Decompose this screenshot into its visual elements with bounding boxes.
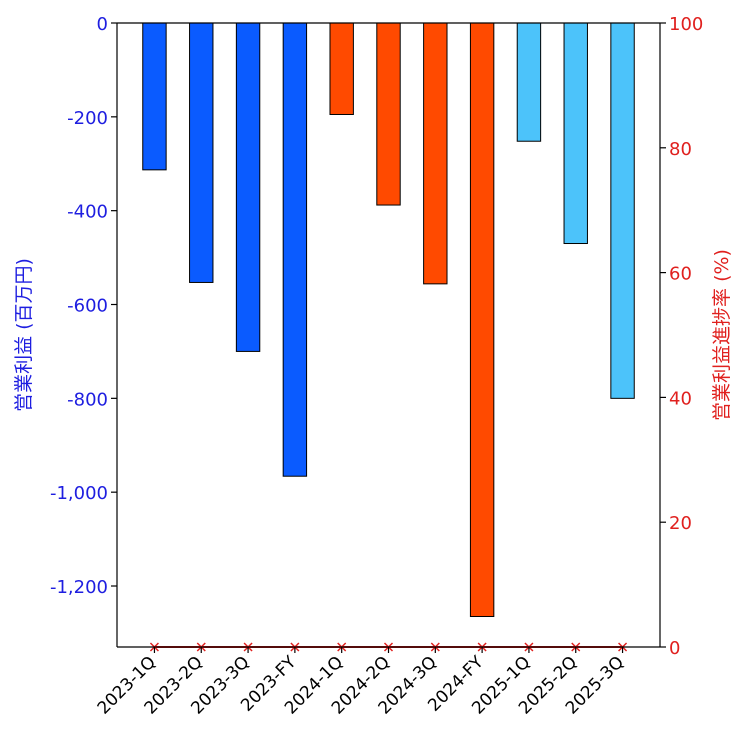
bars-layer (142, 22, 635, 618)
right-tick-label: 0 (669, 638, 680, 659)
left-tick-label: -400 (67, 202, 108, 223)
left-tick-label: 0 (97, 14, 108, 35)
x-axis-ticks: 2023-1Q2023-2Q2023-3Q2023-FY2024-1Q2024-… (94, 647, 628, 719)
bar-2023-2Q (189, 22, 214, 283)
left-tick-label: -600 (67, 296, 108, 317)
left-axis-label: 営業利益 (百万円) (13, 258, 35, 412)
right-tick-label: 60 (669, 264, 692, 285)
left-axis-ticks: 0 -200 -400 -600 -800 -1,000 -1,200 (50, 14, 117, 598)
bar-2024-2Q (376, 22, 401, 206)
bar-2023-FY (282, 22, 308, 477)
right-axis-ticks: 0 20 40 60 80 100 (660, 14, 703, 659)
bar-2024-FY (469, 22, 495, 618)
bar-2023-3Q (235, 22, 261, 352)
bar-2024-3Q (423, 22, 448, 285)
bar-2024-1Q (329, 22, 354, 115)
left-tick-label: -200 (67, 108, 108, 129)
bar-2025-2Q (563, 22, 588, 245)
bar-2023-1Q (142, 22, 167, 171)
bar-2025-3Q (610, 22, 635, 399)
right-tick-label: 100 (669, 14, 703, 35)
right-tick-label: 40 (669, 388, 692, 409)
left-tick-label: -1,200 (50, 577, 108, 598)
left-tick-label: -1,000 (50, 483, 108, 504)
left-tick-label: -800 (67, 389, 108, 410)
right-tick-label: 20 (669, 513, 692, 534)
bar-2025-1Q (516, 22, 542, 142)
right-axis-label: 営業利益進捗率 (%) (711, 249, 733, 421)
right-tick-label: 80 (669, 139, 692, 160)
